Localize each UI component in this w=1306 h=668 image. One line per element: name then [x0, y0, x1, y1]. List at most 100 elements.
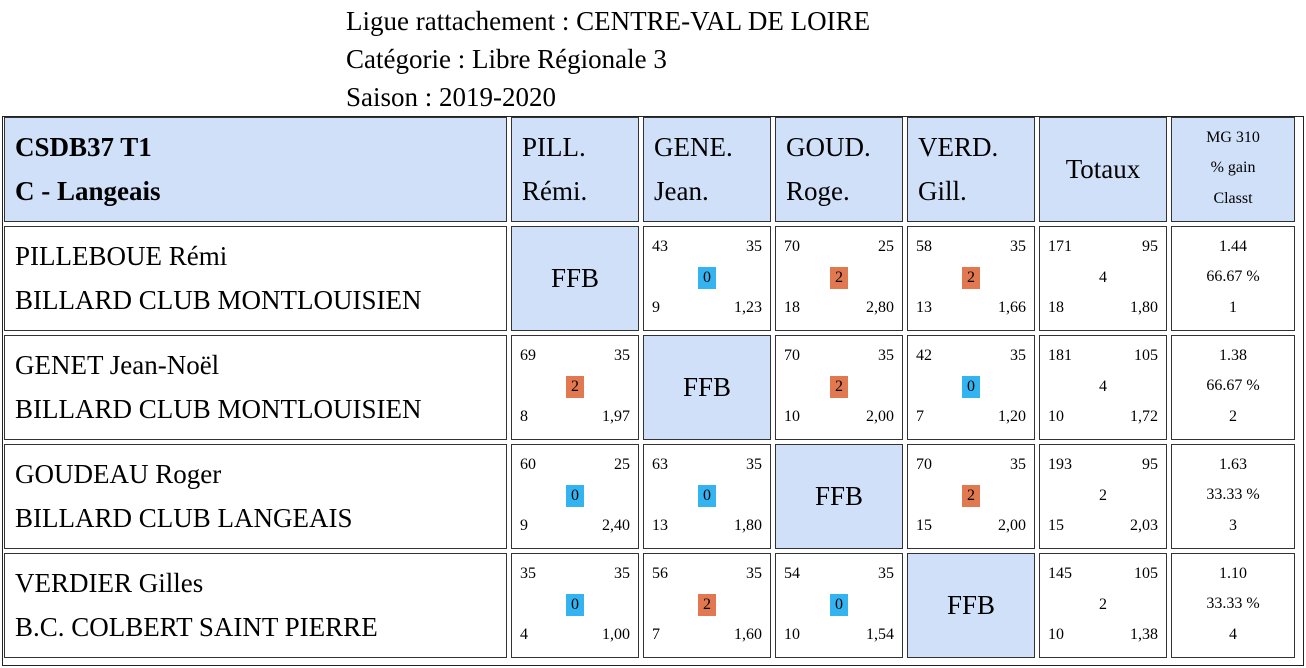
match-result-badge: 0 [698, 485, 716, 507]
pct-gain-value: 33.33 % [1206, 486, 1260, 503]
match-result-badge: 2 [830, 267, 848, 289]
mg-label: MG 310 [1206, 129, 1260, 146]
mg-value: 1.63 [1219, 456, 1247, 473]
player-cell: GOUDEAU Roger BILLARD CLUB LANGEAIS [4, 444, 507, 549]
totaux-header-cell: Totaux [1039, 117, 1167, 222]
stats-cell: 1.44 66.67 % 1 [1171, 226, 1295, 331]
column-header-abbr: PILL. [522, 132, 586, 162]
pct-gain-value: 33.33 % [1206, 595, 1260, 612]
totals-cell: 145 105 2 10 1,38 [1039, 553, 1167, 658]
match-average: 2,80 [866, 299, 894, 316]
match-points: 56 [652, 565, 668, 582]
stats-cell: 1.10 33.33 % 4 [1171, 553, 1295, 658]
total-points: 193 [1048, 456, 1072, 473]
match-innings: 9 [520, 517, 528, 534]
player-club: BILLARD CLUB LANGEAIS [15, 503, 353, 533]
column-header-4: VERD. Gill. [907, 117, 1035, 222]
match-average: 2,00 [866, 408, 894, 425]
ffb-cell: FFB [775, 444, 903, 549]
match-result-badge: 0 [698, 267, 716, 289]
match-result-badge: 0 [566, 485, 584, 507]
team-club: C - Langeais [15, 176, 161, 206]
match-target: 35 [746, 456, 762, 473]
totals-cell: 171 95 4 18 1,80 [1039, 226, 1167, 331]
match-points: 58 [916, 238, 932, 255]
match-cell: 70 35 2 15 2,00 [907, 444, 1035, 549]
pct-gain-value: 66.67 % [1206, 268, 1260, 285]
match-target: 35 [746, 565, 762, 582]
pct-gain-value: 66.67 % [1206, 377, 1260, 394]
match-points: 69 [520, 347, 536, 364]
total-average: 1,72 [1130, 408, 1158, 425]
match-average: 1,97 [602, 408, 630, 425]
match-cell: 54 35 0 10 1,54 [775, 553, 903, 658]
total-target: 95 [1142, 238, 1158, 255]
match-points: 43 [652, 238, 668, 255]
total-match-points: 2 [1099, 596, 1107, 613]
total-average: 2,03 [1130, 517, 1158, 534]
match-cell: 58 35 2 13 1,66 [907, 226, 1035, 331]
player-club: B.C. COLBERT SAINT PIERRE [15, 612, 378, 642]
rank-value: 3 [1229, 517, 1237, 534]
total-average: 1,38 [1130, 626, 1158, 643]
match-average: 1,00 [602, 626, 630, 643]
match-target: 35 [878, 565, 894, 582]
rank-value: 1 [1229, 299, 1237, 316]
rank-value: 4 [1229, 626, 1237, 643]
player-club: BILLARD CLUB MONTLOUISIEN [15, 394, 422, 424]
match-cell: 69 35 2 8 1,97 [511, 335, 639, 440]
mg-header-cell: MG 310 % gain Classt [1171, 117, 1295, 222]
total-match-points: 4 [1099, 269, 1107, 286]
match-average: 1,60 [734, 626, 762, 643]
match-points: 70 [916, 456, 932, 473]
ffb-cell: FFB [643, 335, 771, 440]
match-result-badge: 0 [566, 594, 584, 616]
match-innings: 13 [916, 299, 932, 316]
mg-value: 1.44 [1219, 238, 1247, 255]
match-average: 1,20 [998, 408, 1026, 425]
mg-value: 1.10 [1219, 565, 1247, 582]
total-points: 181 [1048, 347, 1072, 364]
player-name: PILLEBOUE Rémi [15, 241, 228, 271]
player-cell: PILLEBOUE Rémi BILLARD CLUB MONTLOUISIEN [4, 226, 507, 331]
match-result-badge: 0 [962, 376, 980, 398]
match-result-badge: 2 [830, 376, 848, 398]
results-table: CSDB37 T1 C - Langeais PILL. Rémi. GENE. Jean… [2, 116, 1304, 666]
rank-value: 2 [1229, 408, 1237, 425]
match-innings: 15 [916, 517, 932, 534]
match-innings: 7 [916, 408, 924, 425]
mg-value: 1.38 [1219, 347, 1247, 364]
totals-cell: 193 95 2 15 2,03 [1039, 444, 1167, 549]
match-target: 35 [878, 347, 894, 364]
match-points: 42 [916, 347, 932, 364]
match-cell: 35 35 0 4 1,00 [511, 553, 639, 658]
column-header-first: Rémi. [522, 176, 588, 206]
match-innings: 18 [784, 299, 800, 316]
ffb-label: FFB [682, 372, 732, 402]
match-cell: 56 35 2 7 1,60 [643, 553, 771, 658]
match-cell: 42 35 0 7 1,20 [907, 335, 1035, 440]
total-innings: 10 [1048, 408, 1064, 425]
total-points: 171 [1048, 238, 1072, 255]
match-points: 70 [784, 238, 800, 255]
column-header-abbr: VERD. [918, 132, 999, 162]
match-target: 35 [1010, 347, 1026, 364]
match-target: 35 [614, 347, 630, 364]
match-innings: 4 [520, 626, 528, 643]
match-target: 35 [1010, 456, 1026, 473]
match-target: 35 [746, 238, 762, 255]
match-average: 2,40 [602, 517, 630, 534]
total-match-points: 4 [1099, 378, 1107, 395]
column-header-1: PILL. Rémi. [511, 117, 639, 222]
match-result-badge: 2 [566, 376, 584, 398]
total-target: 105 [1134, 565, 1158, 582]
classt-label: Classt [1213, 190, 1253, 207]
column-header-2: GENE. Jean. [643, 117, 771, 222]
team-header-cell: CSDB37 T1 C - Langeais [4, 117, 507, 222]
match-points: 35 [520, 565, 536, 582]
saison-line: Saison : 2019-2020 [346, 82, 557, 112]
match-target: 25 [878, 238, 894, 255]
match-target: 35 [1010, 238, 1026, 255]
match-target: 35 [614, 565, 630, 582]
ffb-label: FFB [946, 590, 996, 620]
